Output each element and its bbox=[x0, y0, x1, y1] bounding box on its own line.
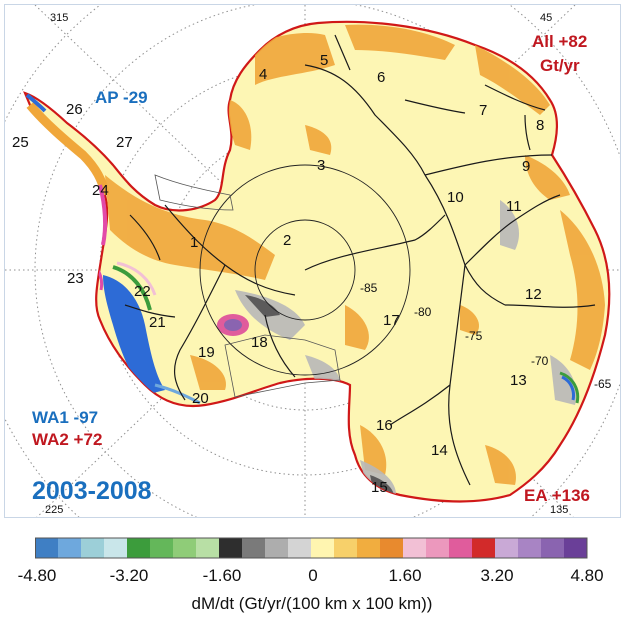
colorbar-swatch bbox=[334, 538, 358, 558]
colorbar bbox=[35, 537, 588, 559]
basin-label-21: 21 bbox=[149, 314, 166, 331]
colorbar-swatch bbox=[518, 538, 542, 558]
stat-ea: EA +136 bbox=[524, 486, 590, 505]
colorbar-swatch bbox=[127, 538, 151, 558]
longitude-label-225: 225 bbox=[45, 504, 64, 516]
colorbar-swatch bbox=[357, 538, 381, 558]
longitude-label-45: 45 bbox=[540, 12, 553, 24]
colorbar-swatch bbox=[541, 538, 565, 558]
colorbar-swatch bbox=[150, 538, 174, 558]
antarctica-map bbox=[5, 5, 620, 517]
colorbar-tick: -3.20 bbox=[109, 566, 149, 585]
colorbar-border bbox=[35, 537, 588, 559]
basin-label-24: 24 bbox=[92, 182, 109, 199]
colorbar-tick: -4.80 bbox=[17, 566, 57, 585]
colorbar-swatch bbox=[81, 538, 105, 558]
basin-label-27: 27 bbox=[116, 134, 133, 151]
basin-label-16: 16 bbox=[376, 417, 393, 434]
basin-label-25: 25 bbox=[12, 134, 29, 151]
basin-label-9: 9 bbox=[522, 158, 531, 175]
basin-label-15: 15 bbox=[371, 479, 388, 496]
longitude-label-135: 135 bbox=[550, 504, 569, 516]
basin-label-19: 19 bbox=[198, 344, 215, 361]
colorbar-swatch bbox=[495, 538, 519, 558]
stat-all: All +82 bbox=[532, 32, 588, 51]
basin-label-13: 13 bbox=[510, 372, 527, 389]
colorbar-tick: 0 bbox=[308, 566, 318, 585]
basin-label-5: 5 bbox=[320, 52, 329, 69]
period-label: 2003-2008 bbox=[32, 477, 152, 505]
basin-label-17: 17 bbox=[383, 312, 400, 329]
basin-label-10: 10 bbox=[447, 189, 464, 206]
colorbar-tick: 4.80 bbox=[570, 566, 604, 585]
ice-sheet bbox=[23, 20, 611, 503]
basin-label-12: 12 bbox=[525, 286, 542, 303]
colorbar-swatch bbox=[58, 538, 82, 558]
colorbar-swatch bbox=[265, 538, 289, 558]
basin-label-3: 3 bbox=[317, 157, 326, 174]
latitude-label-70: -70 bbox=[531, 354, 549, 368]
map-panel: 1 2 3 4 5 6 7 8 9 10 11 12 13 14 15 16 1… bbox=[4, 4, 621, 518]
basin-label-6: 6 bbox=[377, 69, 386, 86]
basin-label-18: 18 bbox=[251, 334, 268, 351]
stat-wa2: WA2 +72 bbox=[32, 430, 103, 449]
colorbar-swatch bbox=[288, 538, 312, 558]
colorbar-title: dM/dt (Gt/yr/(100 km x 100 km)) bbox=[191, 594, 433, 613]
colorbar-swatch bbox=[472, 538, 496, 558]
basin-label-11: 11 bbox=[506, 198, 522, 215]
basin-label-7: 7 bbox=[479, 102, 488, 119]
latitude-label-65: -65 bbox=[594, 377, 612, 391]
colorbar-tick: 3.20 bbox=[480, 566, 514, 585]
latitude-label-75: -75 bbox=[465, 329, 483, 343]
colorbar-swatch bbox=[426, 538, 450, 558]
stat-wa1: WA1 -97 bbox=[32, 408, 99, 427]
basin-label-23: 23 bbox=[67, 270, 84, 287]
basin-label-26: 26 bbox=[66, 101, 83, 118]
basin-label-8: 8 bbox=[536, 117, 545, 134]
longitude-label-315: 315 bbox=[50, 12, 69, 24]
colorbar-tick: -1.60 bbox=[202, 566, 242, 585]
colorbar-swatch bbox=[104, 538, 128, 558]
basin-label-22: 22 bbox=[134, 283, 151, 300]
latitude-label-80: -80 bbox=[414, 305, 432, 319]
colorbar-tick: 1.60 bbox=[388, 566, 422, 585]
latitude-label-85: -85 bbox=[360, 281, 378, 295]
colorbar-swatch bbox=[173, 538, 197, 558]
basin-label-1: 1 bbox=[190, 234, 199, 251]
colorbar-swatch bbox=[219, 538, 243, 558]
colorbar-swatch bbox=[564, 538, 588, 558]
basin-label-20: 20 bbox=[192, 390, 209, 407]
colorbar-swatch bbox=[196, 538, 220, 558]
colorbar-swatch bbox=[380, 538, 404, 558]
basin-label-4: 4 bbox=[259, 66, 268, 83]
basin-label-14: 14 bbox=[431, 442, 448, 459]
colorbar-swatch bbox=[403, 538, 427, 558]
stat-ap: AP -29 bbox=[95, 88, 148, 107]
basin-label-2: 2 bbox=[283, 232, 292, 249]
colorbar-swatch bbox=[449, 538, 473, 558]
colorbar-swatch bbox=[242, 538, 266, 558]
stat-all-unit: Gt/yr bbox=[540, 56, 580, 75]
colorbar-swatch bbox=[311, 538, 335, 558]
colorbar-swatch bbox=[35, 538, 59, 558]
